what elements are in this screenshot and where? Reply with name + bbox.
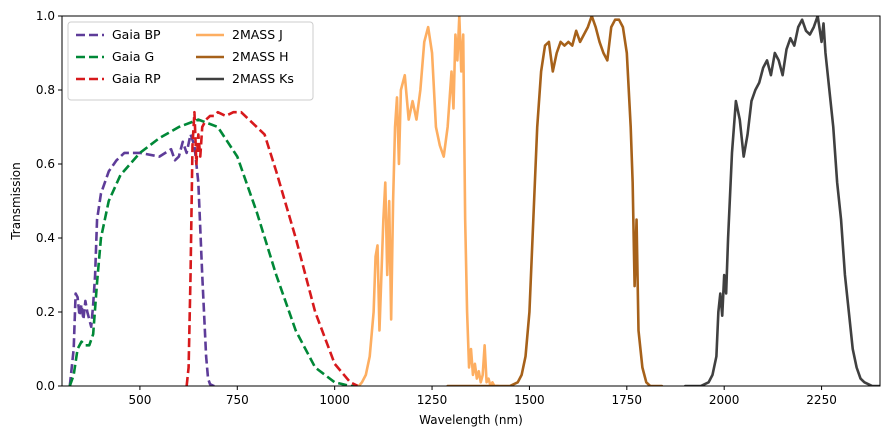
y-tick-label: 1.0 — [36, 9, 55, 23]
y-axis-label: Transmission — [9, 162, 23, 241]
x-tick-label: 750 — [226, 393, 249, 407]
x-tick-label: 1500 — [514, 393, 545, 407]
legend: Gaia BP Gaia G Gaia RP 2MASS J 2MASS H 2MASS … — [67, 21, 314, 101]
x-tick-label: 1000 — [319, 393, 350, 407]
series-line-gaia-g — [68, 118, 355, 386]
legend-item: 2MASS J — [196, 27, 283, 42]
legend-item: Gaia RP — [76, 71, 161, 86]
y-tick-label: 0.8 — [36, 83, 55, 97]
series-line-2mass-ks — [683, 16, 880, 386]
y-tick-label: 0.0 — [36, 379, 55, 393]
x-tick-label: 500 — [128, 393, 151, 407]
legend-item: Gaia BP — [76, 27, 161, 42]
series-line-gaia-rp — [185, 110, 362, 386]
x-tick-label: 2250 — [806, 393, 837, 407]
x-tick-label: 1750 — [612, 393, 643, 407]
series-line-gaia-bp — [68, 133, 218, 386]
legend-label: 2MASS H — [232, 49, 289, 64]
legend-box — [67, 21, 314, 101]
x-tick-label: 1250 — [417, 393, 448, 407]
legend-label: 2MASS J — [232, 27, 283, 42]
y-tick-label: 0.2 — [36, 305, 55, 319]
ticks-layer: 500 750 1000 1250 1500 1750 2000 2250 0.0 0.2 0.4 0… — [36, 9, 837, 407]
y-tick-label: 0.6 — [36, 157, 55, 171]
axes-frame — [61, 15, 881, 387]
legend-item: Gaia G — [76, 49, 154, 64]
series-line-2mass-j — [357, 16, 500, 386]
legend-label: Gaia RP — [112, 71, 161, 86]
legend-item: 2MASS Ks — [196, 71, 294, 86]
series-layer — [68, 16, 880, 386]
series-line-2mass-h — [446, 16, 664, 386]
y-tick-label: 0.4 — [36, 231, 55, 245]
legend-label: Gaia BP — [112, 27, 161, 42]
legend-label: Gaia G — [112, 49, 154, 64]
x-tick-label: 2000 — [709, 393, 740, 407]
x-axis-label: Wavelength (nm) — [419, 413, 523, 427]
legend-label: 2MASS Ks — [232, 71, 294, 86]
legend-item: 2MASS H — [196, 49, 289, 64]
